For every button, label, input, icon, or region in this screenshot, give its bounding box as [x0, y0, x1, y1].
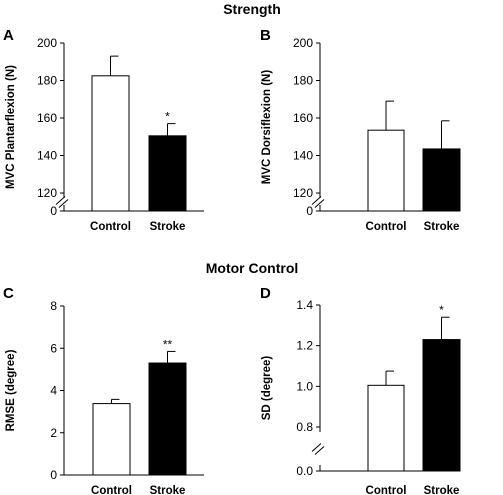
panel-letter-a: A [3, 27, 14, 44]
bar-control [367, 129, 405, 212]
panel-c: C 0 2 4 6 8 RMSE (degree) Control ** Stroke [3, 285, 204, 495]
y-tick-label: 180 [293, 74, 313, 88]
y-tick-label: 200 [37, 36, 57, 50]
axis-break-mark [58, 199, 69, 208]
x-category-label: Control [366, 485, 407, 495]
y-tick-label: 0 [306, 204, 313, 218]
y-tick-label: 6 [50, 341, 57, 355]
y-tick-label: 2 [50, 426, 57, 440]
section-title-strength: Strength [223, 1, 281, 17]
axis-break-mark [314, 446, 325, 455]
y-tick-label: 120 [293, 186, 313, 200]
axis-break-mark [311, 443, 322, 452]
bar-stroke [422, 339, 461, 472]
x-category-label: Stroke [150, 485, 186, 495]
bar-stroke [422, 148, 461, 212]
y-tick-label: 1.2 [296, 339, 313, 353]
x-category-label: Stroke [150, 221, 186, 233]
y-axis-label: SD (degree) [261, 356, 273, 421]
panel-d: D 0.0 0.8 1.0 1.2 1.4 SD (degree) Control * Stro… [260, 285, 461, 495]
y-tick-label: 4 [50, 384, 57, 398]
y-tick-label: 160 [37, 111, 57, 125]
y-tick-label: 160 [293, 111, 313, 125]
y-tick-label: 0 [50, 468, 57, 482]
bar-control [367, 384, 405, 472]
bar-stroke [148, 362, 187, 476]
significance-marker: ** [163, 337, 173, 351]
y-tick-label: 1.0 [296, 379, 313, 393]
y-tick-label: 8 [50, 299, 57, 313]
x-category-label: Stroke [424, 485, 460, 495]
bar-control [92, 403, 131, 476]
y-tick-label: 180 [37, 74, 57, 88]
x-category-label: Control [366, 221, 407, 233]
x-category-label: Control [91, 485, 132, 495]
panel-letter-d: D [260, 285, 271, 302]
axis-break-mark [311, 196, 322, 205]
axis-break-mark [55, 196, 66, 205]
axis-break-mark [314, 199, 325, 208]
panel-letter-c: C [3, 285, 14, 302]
y-tick-label: 0 [50, 204, 57, 218]
y-tick-label: 0.0 [296, 464, 313, 478]
significance-marker: * [439, 303, 444, 317]
x-category-label: Control [90, 221, 131, 233]
y-tick-label: 1.4 [296, 298, 313, 312]
y-tick-label: 140 [293, 149, 313, 163]
x-category-label: Stroke [424, 221, 460, 233]
bar-stroke [148, 135, 187, 212]
panel-b: B 0 120 140 160 180 200 MVC Dorsiflexion (N) Co… [260, 27, 461, 233]
y-tick-label: 0.8 [296, 420, 313, 434]
significance-marker: * [165, 110, 170, 124]
y-axis-label: MVC Plantarflexion (N) [5, 65, 17, 189]
panel-a: A 0 120 140 160 180 200 MVC Plantarflexion (N)… [3, 27, 204, 233]
section-title-motor-control: Motor Control [206, 260, 299, 276]
y-tick-label: 200 [293, 36, 313, 50]
y-axis-label: RMSE (degree) [5, 349, 17, 431]
bar-control [91, 75, 130, 212]
y-tick-label: 120 [37, 186, 57, 200]
y-tick-label: 140 [37, 149, 57, 163]
y-axis-label: MVC Dorsiflexion (N) [261, 70, 273, 185]
panel-letter-b: B [260, 27, 271, 44]
